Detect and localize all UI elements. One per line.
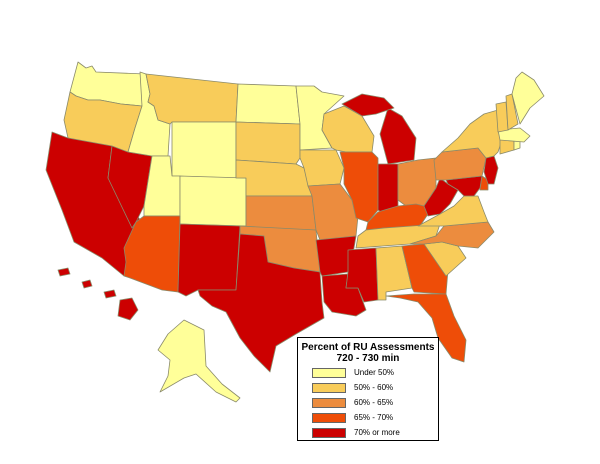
state-HI-big [117, 297, 139, 321]
legend-swatch [312, 398, 346, 408]
state-TN [355, 223, 441, 249]
state-IA [299, 149, 345, 187]
legend-label: 65% - 70% [354, 413, 394, 422]
state-VT [495, 101, 509, 133]
state-ME [511, 71, 545, 125]
legend-subtitle-line: 720 - 730 min [336, 353, 400, 364]
state-IL [339, 151, 379, 223]
state-HI-kauai [57, 267, 71, 277]
legend-label: 70% or more [354, 428, 400, 437]
state-KS [245, 195, 317, 231]
state-NE [235, 159, 313, 197]
state-VA [417, 195, 489, 227]
state-CO [179, 175, 247, 227]
legend-swatch [312, 413, 346, 423]
state-ND [235, 83, 301, 125]
state-NH [505, 93, 519, 131]
state-PA [433, 147, 487, 181]
legend-label: 60% - 65% [354, 398, 394, 407]
legend-label: Under 50% [354, 368, 395, 377]
legend-label: 50% - 60% [354, 383, 394, 392]
state-AZ [123, 215, 181, 293]
map-legend: Percent of RU Assessments 720 - 730 min … [297, 337, 439, 441]
state-NC [409, 221, 495, 249]
state-FL [385, 293, 467, 363]
state-HI-maui [103, 289, 117, 299]
state-HI-oahu [81, 279, 93, 289]
state-MT [145, 73, 239, 125]
state-SD [235, 121, 301, 165]
state-TX [197, 233, 325, 373]
state-MA [497, 127, 531, 143]
state-AK [157, 319, 241, 403]
state-NM [177, 223, 241, 297]
legend-title-line: Percent of RU Assessments [301, 342, 435, 353]
state-WY [171, 121, 237, 179]
legend-swatch [312, 383, 346, 393]
state-MI-upper [341, 93, 395, 117]
legend-swatch [312, 368, 346, 378]
state-MI [379, 107, 417, 165]
state-CT [499, 139, 515, 155]
legend-title: Percent of RU Assessments 720 - 730 min [298, 342, 438, 364]
legend-swatch [312, 428, 346, 438]
